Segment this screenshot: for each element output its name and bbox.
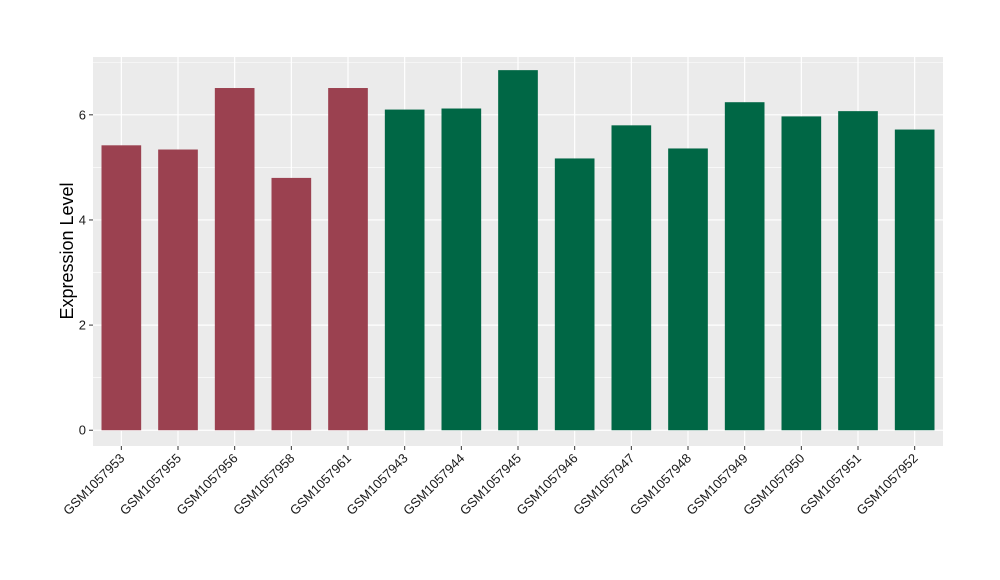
bar-GSM1057948 xyxy=(668,148,708,431)
bar-GSM1057952 xyxy=(894,129,935,431)
y-tick-label: 0 xyxy=(79,423,86,438)
bar-GSM1057944 xyxy=(441,108,482,431)
y-tick-label: 6 xyxy=(79,107,86,122)
y-axis-title: Expression Level xyxy=(57,182,77,319)
bar-GSM1057961 xyxy=(328,88,368,431)
bar-GSM1057951 xyxy=(838,111,878,431)
bar-GSM1057950 xyxy=(781,116,822,431)
bar-GSM1057943 xyxy=(384,109,425,431)
bar-GSM1057947 xyxy=(611,125,652,431)
x-axis: GSM1057953GSM1057955GSM1057956GSM1057958… xyxy=(60,446,921,518)
bar-GSM1057955 xyxy=(158,149,198,431)
bar-GSM1057946 xyxy=(554,158,595,431)
y-tick-label: 4 xyxy=(79,212,86,227)
bars xyxy=(101,70,935,431)
y-axis: 0 2 4 6 xyxy=(79,107,93,438)
bar-GSM1057956 xyxy=(214,88,255,431)
bar-GSM1057958 xyxy=(271,177,312,431)
bar-GSM1057953 xyxy=(101,145,142,431)
bar-GSM1057945 xyxy=(498,70,538,431)
bar-GSM1057949 xyxy=(724,102,765,431)
y-tick-label: 2 xyxy=(79,318,86,333)
